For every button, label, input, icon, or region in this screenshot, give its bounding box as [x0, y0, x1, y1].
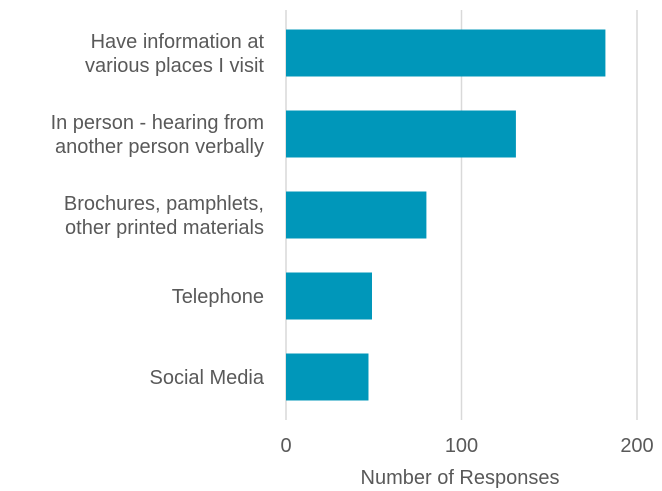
x-axis-title: Number of Responses — [361, 467, 560, 489]
x-tick-label: 0 — [280, 435, 291, 457]
category-label-line: another person verbally — [55, 136, 264, 158]
category-label: In person - hearing from another person v… — [51, 112, 264, 158]
bars — [286, 29, 606, 401]
category-label-line: other printed materials — [65, 217, 264, 239]
category-label-line: Have information at — [91, 31, 265, 53]
bar — [286, 110, 516, 158]
category-label: Have information at various places I visi… — [85, 31, 264, 77]
category-label-line: Brochures, pamphlets, — [64, 193, 264, 215]
bar — [286, 272, 372, 320]
bar — [286, 29, 606, 77]
x-tick-label: 200 — [620, 435, 653, 457]
category-label-line: Telephone — [172, 286, 264, 308]
category-labels: Have information at various places I visi… — [51, 31, 265, 389]
category-label: Brochures, pamphlets, other printed mater… — [64, 193, 264, 239]
category-label-line: various places I visit — [85, 55, 264, 77]
category-label-line: In person - hearing from — [51, 112, 264, 134]
category-label: Social Media — [149, 367, 264, 389]
bar — [286, 353, 369, 401]
category-label-line: Social Media — [149, 367, 264, 389]
x-tick-labels: 0 100 200 — [280, 435, 653, 457]
bar — [286, 191, 427, 239]
category-label: Telephone — [172, 286, 264, 308]
x-tick-label: 100 — [445, 435, 478, 457]
